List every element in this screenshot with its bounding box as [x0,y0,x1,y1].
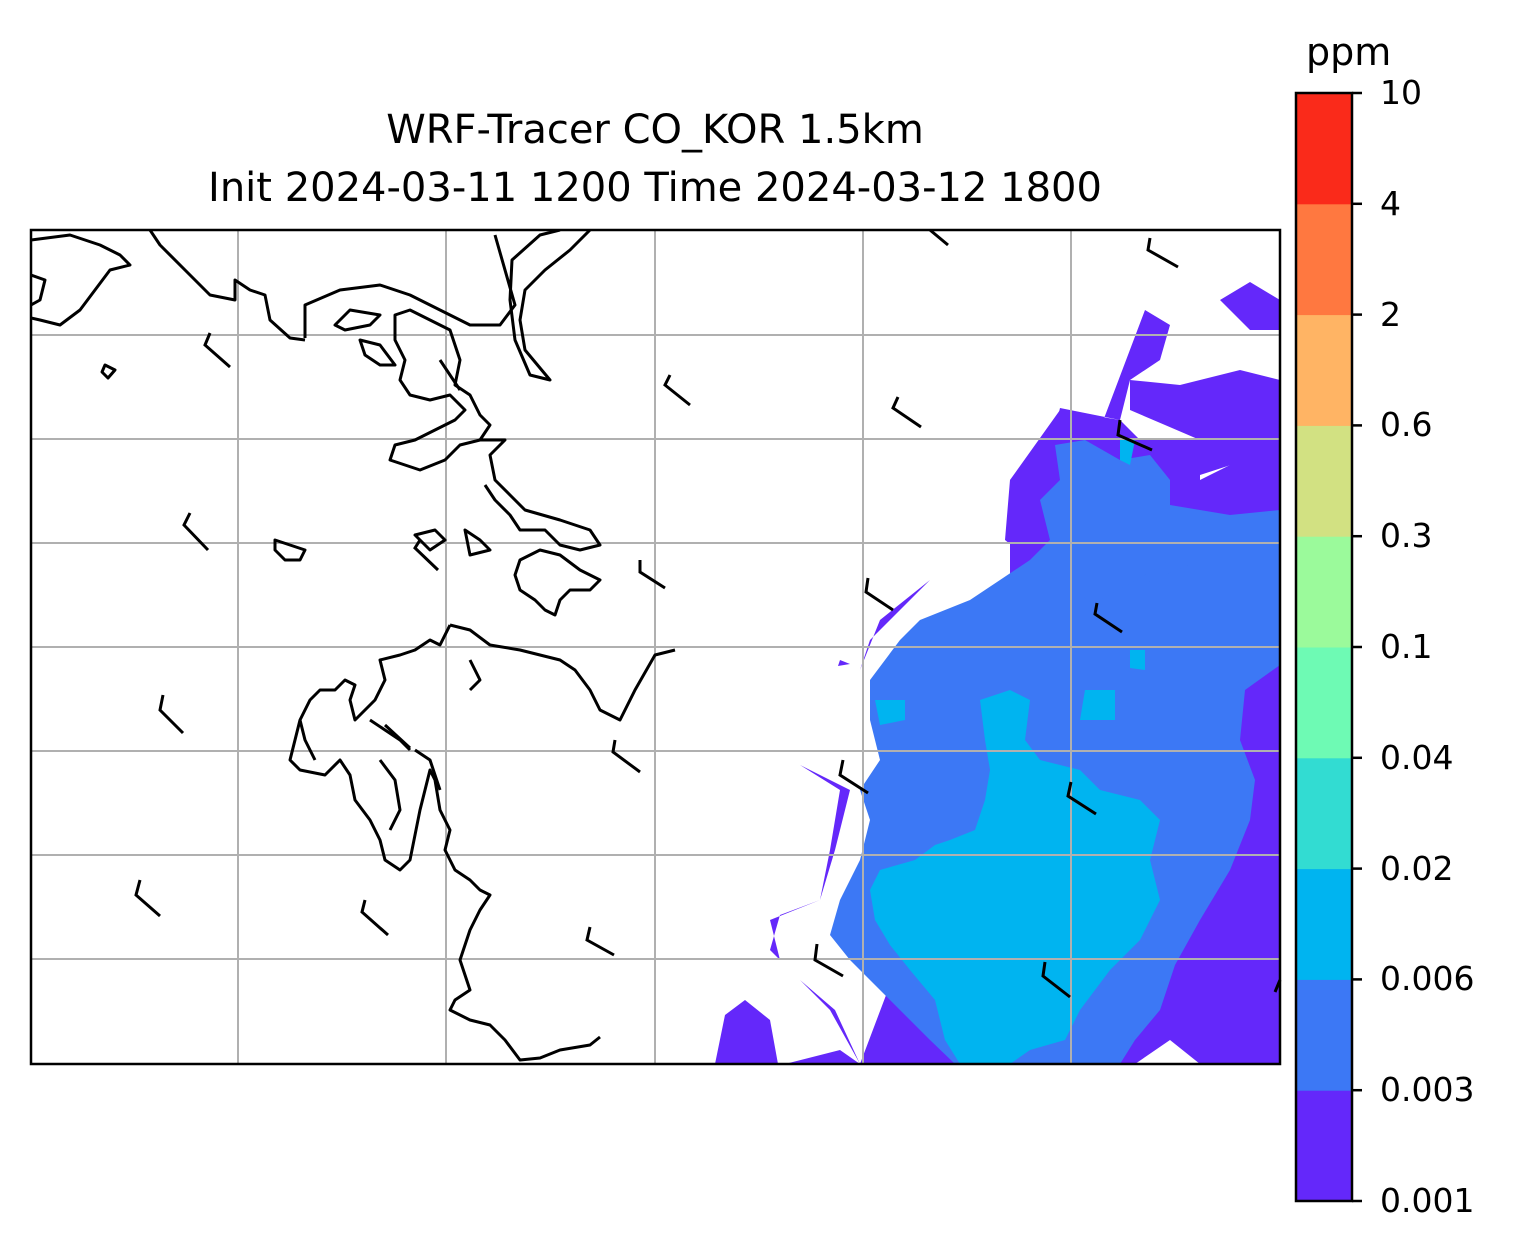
map-plot-area [715,282,1280,1064]
colorbar-tick-label: 0.04 [1380,737,1454,777]
colorbar [1296,91,1362,1203]
colorbar-segment [1296,203,1352,316]
colorbar-segment [1296,979,1352,1091]
colorbar-segment [1296,425,1352,537]
map-title-line-1: WRF-Tracer CO_KOR 1.5km [386,107,924,153]
colorbar-tick-label: 0.6 [1380,405,1433,445]
colorbar-segment [1296,536,1352,648]
wind-barbs [134,228,1282,999]
colorbar-tick-label: 2 [1380,294,1401,334]
colorbar-tick-label: 0.3 [1380,516,1433,556]
colorbar-tick-label: 0.001 [1380,1181,1475,1220]
colorbar-tick-label: 0.006 [1380,959,1475,999]
colorbar-tick-label: 4 [1380,183,1401,223]
colorbar-segment [1296,93,1352,205]
colorbar-unit-label: ppm [1306,30,1392,74]
colorbar-tick-label: 0.003 [1380,1070,1475,1110]
map-title-line-2: Init 2024-03-11 1200 Time 2024-03-12 180… [208,165,1102,211]
colorbar-segment [1296,1090,1352,1202]
colorbar-segment [1296,647,1352,759]
map-frame [29,228,1282,1066]
colorbar-segment [1296,314,1352,426]
colorbar-tick-label: 0.1 [1380,627,1433,666]
colorbar-tick-label: 0.02 [1380,848,1454,888]
colorbar-frame [1294,91,1354,1203]
coastlines [31,230,676,1062]
colorbar-tick-label: 10 [1380,73,1422,112]
colorbar-segment [1296,868,1352,980]
map-gridlines [31,230,1280,1064]
colorbar-segment [1296,757,1352,870]
